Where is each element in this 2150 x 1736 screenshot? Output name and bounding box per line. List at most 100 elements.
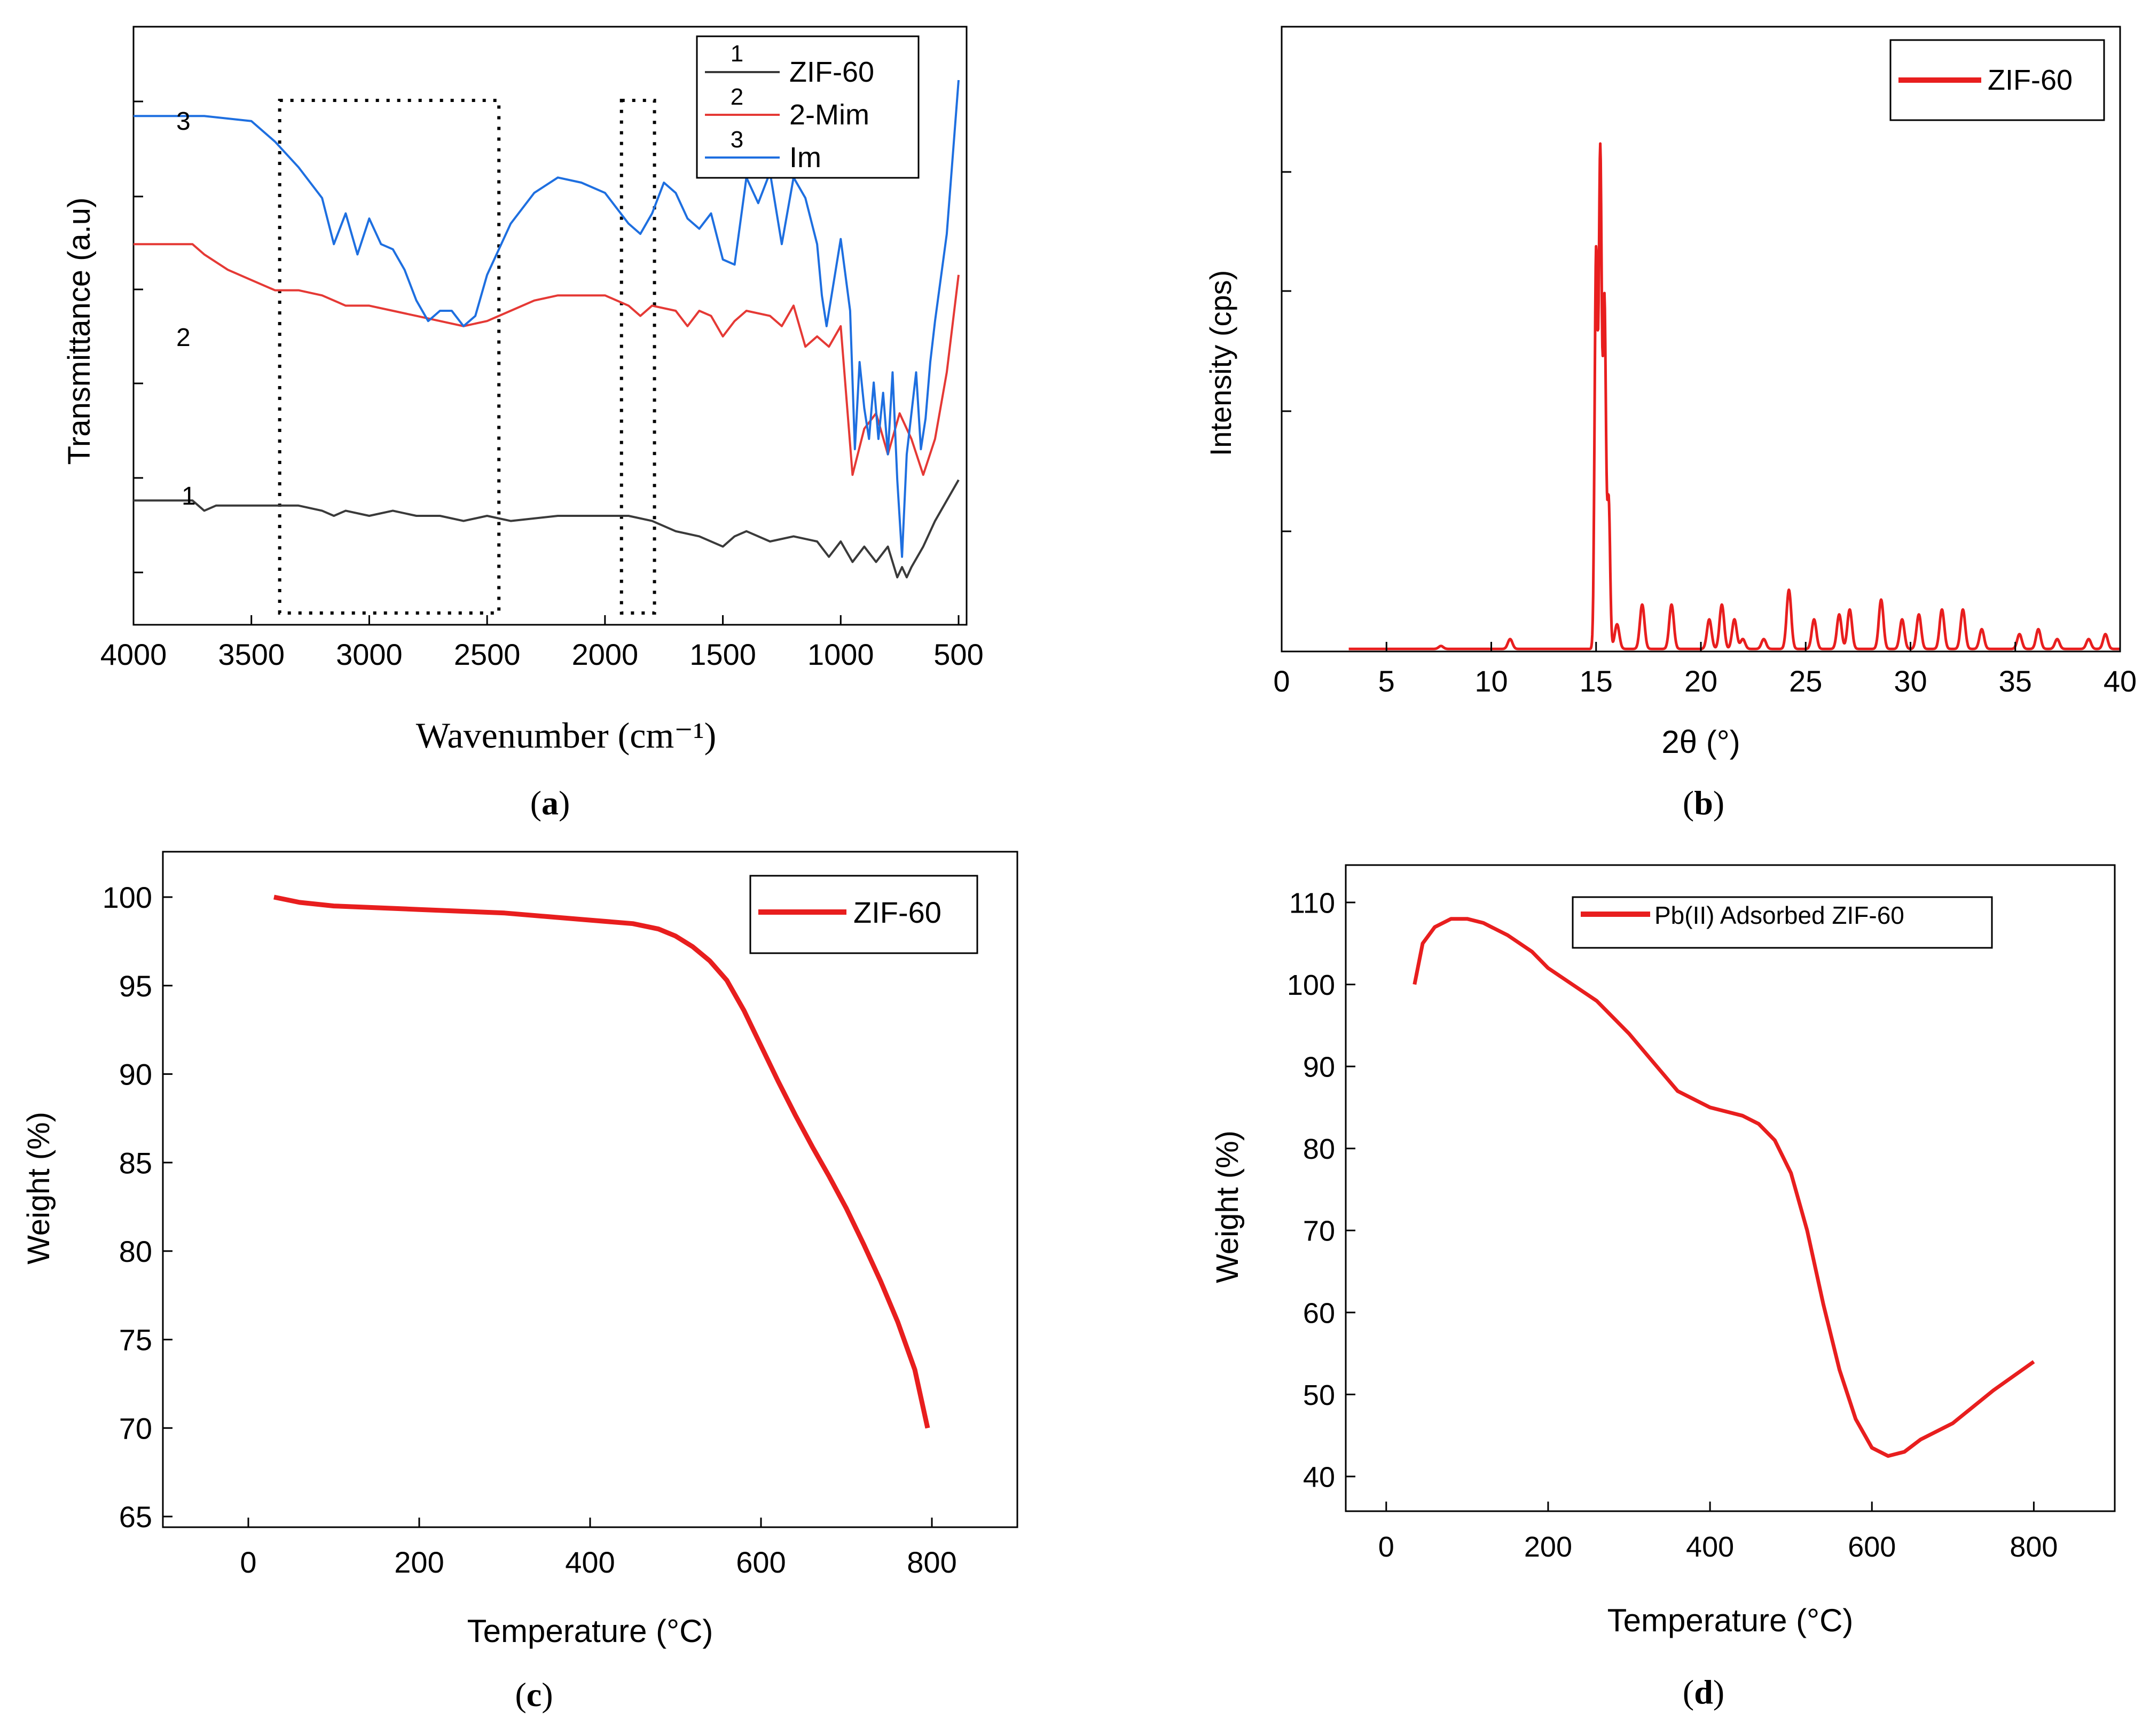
panel-c-y-tick-label: 85 <box>119 1146 152 1180</box>
panel-c-y-ticks: 65 70 75 80 85 90 95 100 <box>103 881 172 1534</box>
panel-b-x-tick-label: 20 <box>1684 664 1717 698</box>
panel-a-series-2-line <box>134 243 960 476</box>
panel-a-x-tick-label: 500 <box>933 638 983 671</box>
panel-c-caption: (c) <box>515 1676 553 1714</box>
panel-c-legend-label: ZIF-60 <box>853 896 941 929</box>
panel-c-y-tick-label: 90 <box>119 1058 152 1091</box>
panel-c-x-tick-label: 400 <box>565 1545 615 1579</box>
panel-a-x-tick-label: 1000 <box>807 638 874 671</box>
panel-a-x-tick-label: 1500 <box>689 638 756 671</box>
panel-d-plot-frame <box>1345 864 2116 1512</box>
panel-a-x-axis-label: Wavenumber (cm⁻¹) <box>416 715 716 756</box>
panel-c-y-tick-label: 95 <box>119 969 152 1003</box>
panel-a-legend-label-1: ZIF-60 <box>789 56 874 88</box>
panel-c-y-axis-label: Weight (%) <box>21 1112 56 1264</box>
panel-d-y-tick-label: 110 <box>1289 887 1335 919</box>
panel-a-legend-number-3: 3 <box>731 127 743 153</box>
panel-b-x-tick-label: 25 <box>1789 664 1822 698</box>
panel-c-tga-chart: 0 200 400 600 800 65 70 75 80 85 90 95 100 ZIF-60 W… <box>21 851 1018 1714</box>
panel-a-y-axis-label: Transmittance (a.u) <box>62 198 97 465</box>
panel-d-y-tick-label: 100 <box>1287 969 1335 1001</box>
panel-a-legend-number-1: 1 <box>731 41 743 67</box>
panel-d-x-tick-label: 800 <box>2010 1531 2058 1563</box>
panel-a-series-3-line <box>134 80 960 558</box>
panel-d-series-1-line <box>1413 917 2035 1458</box>
panel-a-legend-label-2: 2-Mim <box>789 99 869 131</box>
panel-b-x-tick-label: 0 <box>1273 664 1290 698</box>
panel-d-tga-chart: 0 200 400 600 800 40 50 60 70 80 90 100 110 Pb(II) … <box>1210 864 2116 1711</box>
panel-a-legend: 1 2 3 ZIF-60 2-Mim Im <box>696 35 920 179</box>
panel-c-y-tick-label: 100 <box>103 881 152 914</box>
panel-a-series-label-3: 3 <box>176 107 191 136</box>
panel-c-x-tick-label: 600 <box>736 1545 786 1579</box>
panel-b-y-ticks <box>1282 171 1291 532</box>
panel-d-y-ticks: 40 50 60 70 80 90 100 110 <box>1287 887 1355 1493</box>
panel-c-y-tick-label: 70 <box>119 1411 152 1445</box>
panel-a-x-tick-label: 4000 <box>100 638 167 671</box>
panel-a-ftir-chart: 4000 3500 3000 2500 2000 1500 1000 500 1 2 3 ZI… <box>62 26 984 822</box>
panel-d-y-tick-label: 50 <box>1303 1379 1335 1411</box>
panel-a-x-tick-label: 3000 <box>336 638 403 671</box>
panel-b-x-tick-label: 35 <box>1999 664 2032 698</box>
panel-c-series-group <box>273 894 930 1429</box>
panel-a-x-tick-label: 2000 <box>572 638 639 671</box>
panel-c-y-tick-label: 75 <box>119 1323 152 1357</box>
panel-d-y-tick-label: 80 <box>1303 1133 1335 1165</box>
panel-a-series-1-line <box>134 479 960 579</box>
panel-d-x-tick-label: 0 <box>1378 1531 1394 1563</box>
panel-c-x-tick-label: 0 <box>240 1545 256 1579</box>
panel-b-series-group <box>1347 142 2121 650</box>
panel-b-caption: (b) <box>1683 784 1724 822</box>
panel-a-legend-box <box>696 35 920 179</box>
panel-d-x-tick-label: 600 <box>1848 1531 1896 1563</box>
panel-b-x-ticks: 0 5 10 15 20 25 30 35 40 <box>1273 642 2137 698</box>
panel-b-y-axis-label: Intensity (cps) <box>1204 270 1237 457</box>
panel-c-series-1-line <box>273 894 930 1429</box>
panel-b-legend-label: ZIF-60 <box>1988 64 2073 96</box>
panel-c-x-axis-label: Temperature (°C) <box>467 1613 713 1649</box>
panel-d-x-tick-label: 400 <box>1686 1531 1734 1563</box>
panel-b-x-tick-label: 5 <box>1378 664 1395 698</box>
panel-b-x-tick-label: 30 <box>1894 664 1927 698</box>
panel-d-y-tick-label: 90 <box>1303 1051 1335 1083</box>
panel-b-x-axis-label: 2θ (°) <box>1661 724 1740 760</box>
panel-d-legend-label: Pb(II) Adsorbed ZIF-60 <box>1654 901 1904 929</box>
panel-a-x-ticks: 4000 3500 3000 2500 2000 1500 1000 500 <box>100 615 984 671</box>
panel-c-x-ticks: 0 200 400 600 800 <box>240 1518 957 1579</box>
panel-d-legend: Pb(II) Adsorbed ZIF-60 <box>1572 896 1993 949</box>
panel-a-plot-frame <box>132 26 968 626</box>
panel-b-x-tick-label: 10 <box>1474 664 1508 698</box>
panel-b-series-1-line <box>1347 142 2121 650</box>
panel-b-xrd-chart: 0 5 10 15 20 25 30 35 40 ZIF-60 Intensity (cps) … <box>1204 26 2137 822</box>
panel-c-x-tick-label: 200 <box>394 1545 444 1579</box>
panel-b-x-tick-label: 40 <box>2104 664 2137 698</box>
panel-d-y-axis-label: Weight (%) <box>1210 1130 1245 1283</box>
panel-d-legend-box <box>1572 896 1993 949</box>
panel-b-legend: ZIF-60 <box>1889 39 2105 121</box>
panel-a-highlight-region-2 <box>619 99 656 615</box>
panel-a-caption: (a) <box>530 784 570 822</box>
panel-d-x-tick-label: 200 <box>1524 1531 1572 1563</box>
panel-d-series-group <box>1413 917 2035 1458</box>
panel-a-highlight-region-1 <box>278 99 501 615</box>
panel-c-legend: ZIF-60 <box>749 875 978 954</box>
panel-a-legend-label-3: Im <box>789 142 821 174</box>
panel-c-y-tick-label: 65 <box>119 1500 152 1534</box>
panel-a-legend-number-2: 2 <box>731 84 743 110</box>
panel-c-y-tick-label: 80 <box>119 1235 152 1268</box>
panel-d-x-axis-label: Temperature (°C) <box>1607 1603 1854 1638</box>
panel-b-x-tick-label: 15 <box>1580 664 1613 698</box>
panel-a-x-tick-label: 2500 <box>454 638 521 671</box>
panel-a-y-ticks <box>134 100 143 574</box>
panel-d-y-tick-label: 40 <box>1303 1461 1335 1493</box>
panel-c-x-tick-label: 800 <box>907 1545 956 1579</box>
panel-a-series-label-1: 1 <box>182 482 196 510</box>
panel-d-y-tick-label: 60 <box>1303 1297 1335 1329</box>
panel-a-series-label-2: 2 <box>176 324 191 352</box>
panel-a-series-group <box>134 80 960 579</box>
panel-a-x-tick-label: 3500 <box>218 638 285 671</box>
panel-d-y-tick-label: 70 <box>1303 1215 1335 1247</box>
panel-d-caption: (d) <box>1683 1673 1724 1711</box>
panel-d-x-ticks: 0 200 400 600 800 <box>1378 1502 2058 1563</box>
